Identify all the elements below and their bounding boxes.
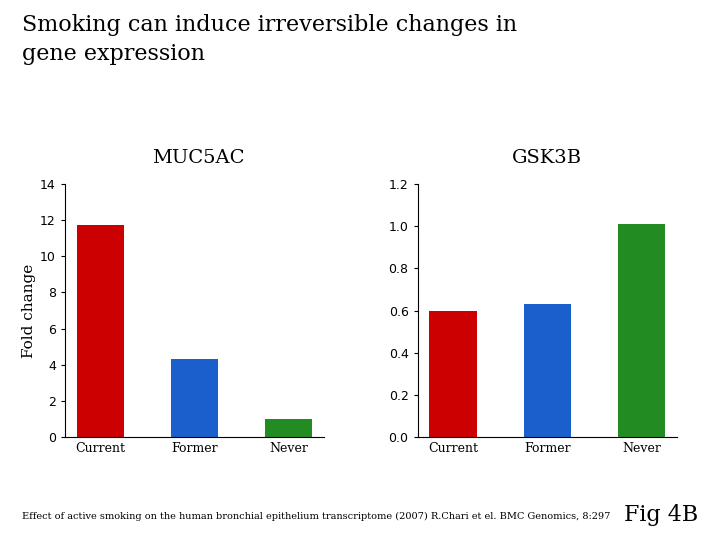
Bar: [429, 310, 477, 437]
Bar: [265, 419, 312, 437]
Bar: [523, 304, 571, 437]
Bar: [171, 360, 218, 437]
Bar: [618, 224, 665, 437]
Text: GSK3B: GSK3B: [512, 150, 582, 167]
Y-axis label: Fold change: Fold change: [22, 264, 36, 357]
Text: Fig 4B: Fig 4B: [624, 504, 698, 526]
Text: gene expression: gene expression: [22, 43, 204, 65]
Bar: [76, 225, 124, 437]
Text: MUC5AC: MUC5AC: [152, 150, 244, 167]
Text: Effect of active smoking on the human bronchial epithelium transcriptome (2007) : Effect of active smoking on the human br…: [22, 512, 610, 521]
Text: Smoking can induce irreversible changes in: Smoking can induce irreversible changes …: [22, 14, 517, 36]
